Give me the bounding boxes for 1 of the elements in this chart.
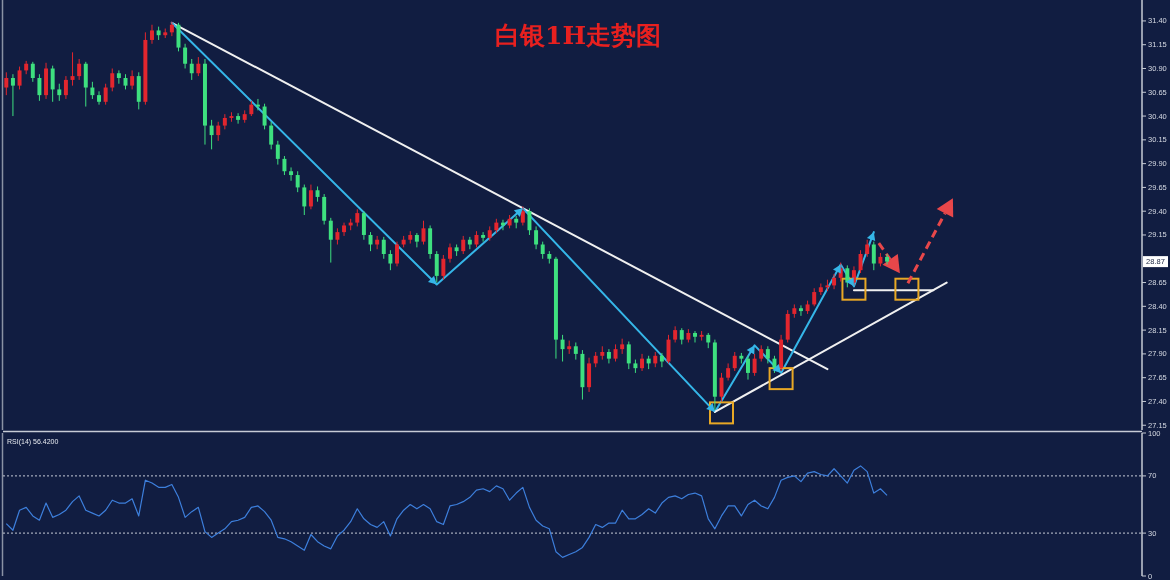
text: 白银1H走势图 <box>494 20 662 50</box>
